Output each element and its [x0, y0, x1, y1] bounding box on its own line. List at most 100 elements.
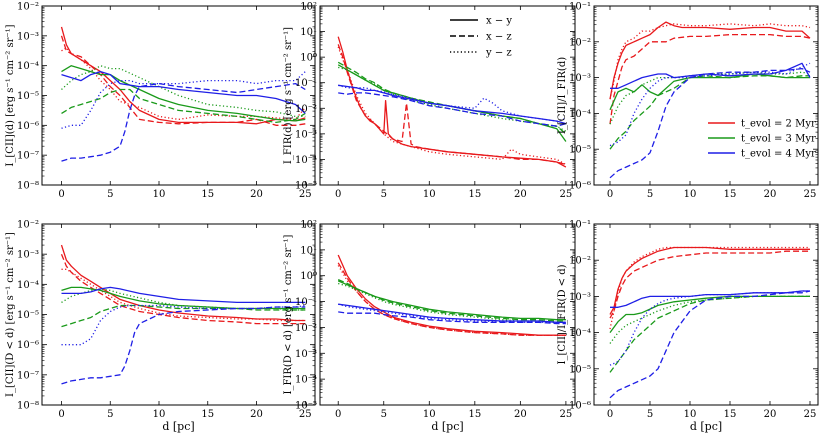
y-tick-label: 10⁻¹ — [569, 220, 591, 231]
y-tick-label: 10⁻⁵ — [17, 310, 39, 321]
series-line-red-dashed — [337, 44, 567, 166]
y-tick-label: 10⁻⁵ — [569, 145, 591, 156]
x-tick-label: 25 — [804, 409, 817, 420]
x-tick-label: 10 — [684, 409, 697, 420]
x-tick-label: 15 — [201, 189, 214, 200]
panel-p5: 0 5 10 15 20 2510⁻⁵10⁻⁴10⁻³10⁻²10⁻¹10⁰10¹10²I… — [283, 220, 576, 433]
x-tick-label: 25 — [560, 189, 573, 200]
x-tick-label: 15 — [468, 189, 481, 200]
y-tick-label: 10⁻⁷ — [17, 151, 39, 162]
series-line-blue-dashed — [338, 92, 567, 127]
series-line-red-solid — [337, 36, 567, 168]
series-line-red-solid — [609, 246, 810, 315]
y-tick-label: 10⁻⁸ — [17, 401, 39, 412]
y-tick-label: 10⁻⁶ — [569, 181, 591, 192]
y-tick-label: 10⁻² — [569, 256, 591, 267]
x-tick-label: 25 — [299, 409, 312, 420]
plot-frame — [319, 223, 576, 406]
x-tick-label: 5 — [107, 189, 113, 200]
x-tick-label: 20 — [250, 189, 263, 200]
series-line-red-dotted — [609, 23, 811, 100]
y-axis-label: I_FIR(d) [erg s⁻¹ cm⁻² sr⁻¹] — [283, 27, 294, 164]
series-line-red-solid — [609, 21, 811, 100]
y-tick-label: 10⁻⁴ — [569, 109, 591, 120]
y-tick-label: 10⁻⁴ — [569, 328, 591, 339]
y-tick-label: 10⁻² — [17, 220, 39, 231]
series-line-red-dotted — [61, 47, 306, 121]
panel-p4: 0 5 10 15 20 2510⁻⁸10⁻⁷10⁻⁶10⁻⁵10⁻⁴10⁻³10⁻²I_… — [5, 220, 316, 433]
series-line-green-dotted — [609, 295, 810, 344]
x-tick-label: 10 — [684, 189, 697, 200]
x-tick-label: 0 — [58, 409, 64, 420]
series-line-green-dashed — [337, 61, 567, 135]
y-tick-label: 10⁻² — [295, 323, 317, 334]
x-tick-label: 20 — [764, 189, 777, 200]
x-tick-label: 25 — [299, 189, 312, 200]
series-line-red-dashed — [60, 253, 306, 325]
y-tick-label: 10⁻¹ — [295, 297, 317, 308]
y-axis-label: I_[CII]/I_FIR(d) — [557, 57, 568, 134]
time-legend: t_evol = 2 Myr t_evol = 3 Myr t_evol = 4 M… — [708, 119, 816, 160]
x-tick-label: 0 — [335, 189, 341, 200]
x-tick-label: 15 — [724, 409, 737, 420]
series-line-blue-dotted — [338, 303, 566, 323]
legend-label: t_evol = 4 Myr — [741, 149, 816, 160]
y-tick-label: 10⁻⁷ — [17, 370, 39, 381]
y-tick-label: 10⁰ — [300, 271, 317, 282]
x-tick-label: 15 — [468, 409, 481, 420]
series-line-red-solid — [60, 244, 306, 322]
series-line-blue-dotted — [61, 304, 306, 346]
y-tick-label: 10⁻³ — [17, 250, 39, 261]
y-tick-label: 10¹ — [300, 27, 317, 38]
y-tick-label: 10⁻² — [295, 104, 317, 115]
y-tick-label: 10⁻³ — [569, 292, 591, 303]
series-line-green-solid — [609, 73, 810, 111]
x-tick-label: 10 — [153, 409, 166, 420]
series-line-red-dashed — [337, 262, 566, 336]
series-line-blue-solid — [338, 303, 566, 323]
y-tick-label: 10⁻⁴ — [17, 280, 39, 291]
series-line-red-dashed — [609, 250, 810, 319]
x-tick-label: 20 — [514, 189, 527, 200]
y-tick-label: 10⁻¹ — [569, 2, 591, 13]
x-tick-label: 0 — [335, 409, 341, 420]
x-tick-label: 25 — [804, 189, 817, 200]
y-tick-label: 10⁻⁸ — [17, 181, 39, 192]
y-tick-label: 10⁻³ — [569, 73, 591, 84]
x-axis-label: d [pc] — [431, 420, 463, 433]
y-axis-label: I_FIR(D < d) [erg s⁻¹ cm⁻² sr⁻¹] — [283, 234, 294, 394]
series-line-blue-dashed — [609, 290, 811, 399]
series-line-red-dashed — [60, 35, 306, 126]
legend-label: t_evol = 3 Myr — [741, 134, 816, 145]
panel-p2: 0 5 10 15 20 2510⁻⁵10⁻⁴10⁻³10⁻²10⁻¹10⁰10¹10²I… — [283, 2, 576, 200]
series-line-red-dotted — [337, 46, 567, 166]
y-tick-label: 10² — [300, 2, 317, 13]
y-tick-label: 10⁻⁵ — [569, 364, 591, 375]
x-tick-label: 15 — [201, 409, 214, 420]
series-line-green-solid — [337, 280, 566, 321]
series-line-green-solid — [61, 65, 306, 122]
series-line-blue-solid — [338, 84, 567, 125]
x-tick-label: 20 — [764, 409, 777, 420]
plot-frame — [41, 223, 316, 406]
series-line-blue-dashed — [61, 306, 306, 385]
y-tick-label: 10⁻⁴ — [295, 375, 317, 386]
panel-p1: 0 5 10 15 20 2510⁻⁸10⁻⁷10⁻⁶10⁻⁵10⁻⁴10⁻³10⁻²I_… — [5, 2, 316, 200]
y-tick-label: 10⁰ — [300, 53, 317, 64]
series-line-red-solid — [337, 254, 566, 336]
series-line-blue-dashed — [61, 82, 306, 162]
x-tick-label: 5 — [647, 409, 653, 420]
y-axis-label: I_[CII](D < d) [erg s⁻¹ cm⁻² sr⁻¹] — [5, 232, 16, 397]
x-tick-label: 25 — [560, 409, 573, 420]
panel-p6: 0 5 10 15 20 2510⁻⁶10⁻⁵10⁻⁴10⁻³10⁻²10⁻¹I_[CII… — [557, 220, 819, 433]
y-tick-label: 10⁻¹ — [295, 78, 317, 89]
x-tick-label: 0 — [58, 189, 64, 200]
y-tick-label: 10⁻³ — [295, 349, 317, 360]
series-line-blue-dotted — [609, 290, 810, 366]
series-line-red-dotted — [337, 265, 566, 336]
y-tick-label: 10⁻⁵ — [295, 401, 317, 412]
series-line-green-dashed — [61, 304, 306, 328]
panel-p3: 0 5 10 15 20 2510⁻⁶10⁻⁵10⁻⁴10⁻³10⁻²10⁻¹I_[CII… — [557, 2, 819, 200]
series-line-green-dotted — [609, 71, 811, 125]
